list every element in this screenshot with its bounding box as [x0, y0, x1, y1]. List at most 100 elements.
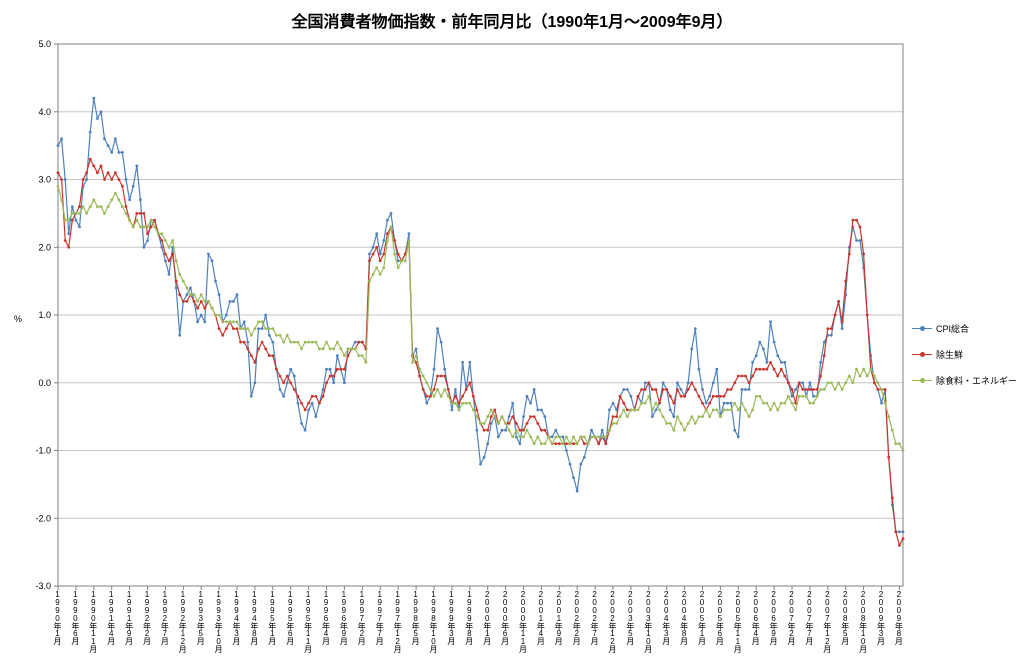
point-marker: [729, 401, 733, 405]
point-marker: [543, 415, 547, 418]
point-marker: [758, 367, 762, 371]
point-marker: [636, 408, 640, 412]
x-tick-label: 2007年7月: [804, 590, 814, 644]
point-marker: [672, 428, 676, 432]
point-marker: [514, 422, 518, 425]
point-marker: [106, 205, 110, 209]
point-marker: [353, 347, 357, 351]
legend-label-ex-food-energy: 除食料・エネルギー: [936, 376, 1018, 386]
point-marker: [658, 408, 661, 412]
point-marker: [522, 415, 525, 418]
point-marker: [149, 225, 153, 229]
point-marker: [239, 340, 243, 344]
point-marker: [722, 394, 726, 398]
point-marker: [704, 408, 708, 412]
point-marker: [321, 347, 325, 351]
point-marker: [554, 442, 558, 446]
point-marker: [396, 252, 400, 256]
point-marker: [647, 394, 651, 398]
point-marker: [568, 462, 572, 466]
point-marker: [683, 428, 686, 432]
point-marker: [640, 388, 643, 391]
point-marker: [310, 394, 314, 398]
point-marker: [292, 388, 296, 391]
point-marker: [300, 422, 303, 425]
point-marker: [135, 212, 139, 215]
point-marker: [121, 184, 124, 188]
point-marker: [711, 408, 715, 412]
point-marker: [575, 442, 579, 446]
x-tick-label: 1998年10月: [429, 590, 438, 652]
x-tick-label: 1993年5月: [196, 590, 206, 644]
point-marker: [876, 388, 880, 391]
point-marker: [486, 428, 490, 432]
point-marker: [582, 442, 586, 446]
point-marker: [414, 347, 418, 351]
point-marker: [672, 415, 676, 418]
point-marker: [389, 212, 393, 215]
x-tick-label: 1990年6月: [70, 590, 80, 644]
point-marker: [500, 415, 504, 418]
point-marker: [672, 401, 676, 405]
point-marker: [142, 245, 146, 249]
point-marker: [146, 232, 149, 236]
point-marker: [67, 245, 71, 249]
point-marker: [847, 374, 851, 378]
point-marker: [840, 320, 844, 324]
point-marker: [393, 239, 396, 242]
x-tick-label: 1999年8月: [464, 590, 474, 644]
point-marker: [160, 239, 164, 242]
point-marker: [78, 225, 81, 229]
point-marker: [74, 218, 78, 222]
point-marker: [611, 415, 615, 418]
point-marker: [418, 374, 421, 378]
point-marker: [693, 422, 697, 425]
point-marker: [661, 388, 665, 391]
point-marker: [192, 293, 196, 297]
point-marker: [590, 428, 593, 432]
point-marker: [357, 354, 361, 357]
point-marker: [468, 401, 472, 405]
point-marker: [343, 354, 346, 357]
point-marker: [378, 273, 382, 276]
point-marker: [135, 164, 139, 168]
point-marker: [106, 144, 110, 148]
point-marker: [851, 381, 855, 385]
point-marker: [862, 252, 865, 256]
point-marker: [199, 293, 203, 297]
point-marker: [572, 435, 575, 439]
point-marker: [622, 401, 626, 405]
point-marker: [711, 394, 715, 398]
point-marker: [525, 428, 529, 432]
point-marker: [794, 388, 797, 391]
point-marker: [608, 408, 611, 412]
point-marker: [826, 327, 830, 330]
point-marker: [708, 401, 712, 405]
point-marker: [726, 388, 729, 391]
point-marker: [744, 408, 747, 412]
point-marker: [611, 422, 615, 425]
x-tick-label: 1996年4月: [321, 590, 331, 644]
point-marker: [522, 435, 525, 439]
point-marker: [769, 320, 772, 324]
x-tick-label: 2002年12月: [608, 590, 617, 652]
point-marker: [217, 313, 221, 317]
point-marker: [378, 252, 382, 256]
x-tick-label: 1996年9月: [339, 590, 349, 644]
point-marker: [790, 388, 794, 391]
point-marker: [733, 381, 737, 385]
legend-label-ex-fresh-food: 除生鮮: [936, 350, 964, 360]
point-marker: [901, 449, 905, 452]
point-marker: [267, 354, 271, 357]
point-marker: [257, 347, 260, 351]
x-tick-label: 2003年5月: [625, 590, 635, 644]
point-marker: [357, 340, 361, 344]
point-marker: [181, 279, 185, 283]
point-marker: [389, 225, 393, 229]
x-tick-label: 2002年7月: [590, 590, 600, 644]
point-marker: [418, 367, 421, 371]
point-marker: [249, 394, 253, 398]
legend-item-cpi-total: CPI総合: [912, 322, 1017, 335]
point-marker: [167, 259, 171, 263]
point-marker: [139, 198, 142, 202]
